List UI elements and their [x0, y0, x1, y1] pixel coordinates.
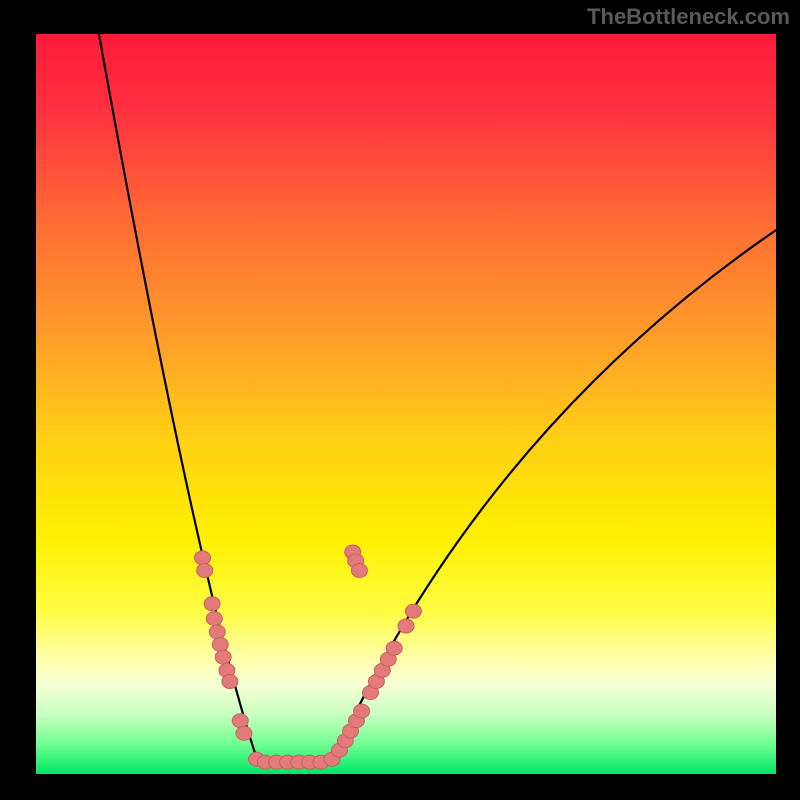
watermark-text: TheBottleneck.com — [587, 4, 790, 30]
chart-plot-area — [36, 34, 776, 774]
